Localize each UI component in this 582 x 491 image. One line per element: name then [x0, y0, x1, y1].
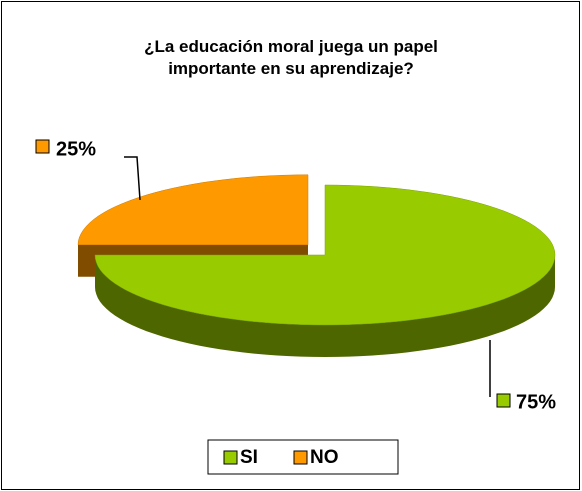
pie-side — [95, 255, 555, 357]
leader-line — [124, 156, 141, 201]
chart-title: ¿La educación moral juega un papel impor… — [144, 37, 438, 78]
pie-slice — [77, 174, 309, 246]
label-key — [35, 139, 50, 154]
legend-label: NO — [310, 447, 339, 468]
label-key — [496, 393, 511, 408]
pie-slice — [94, 184, 556, 326]
legend-swatch — [293, 450, 308, 465]
data-label: 75% — [516, 391, 556, 413]
data-label: 25% — [56, 138, 96, 160]
legend-label: SI — [240, 447, 258, 468]
legend-swatch — [223, 450, 238, 465]
